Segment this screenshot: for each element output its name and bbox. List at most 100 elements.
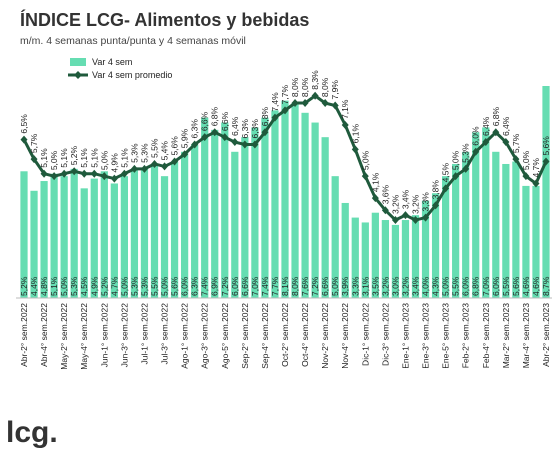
line-marker bbox=[311, 91, 319, 100]
legend-label: Var 4 sem promedio bbox=[92, 70, 172, 80]
bar bbox=[251, 127, 259, 298]
x-tick-label: May-2° sem.2022 bbox=[59, 303, 69, 370]
line-marker bbox=[241, 140, 249, 149]
bar-label: 5,5% bbox=[150, 276, 160, 296]
line-label: 3,3% bbox=[421, 192, 431, 212]
line-label: 5,1% bbox=[59, 148, 69, 168]
bar bbox=[191, 144, 199, 298]
bar-label: 4,4% bbox=[29, 276, 39, 296]
bar bbox=[532, 185, 540, 298]
x-tick-label: Oct-2° sem.2022 bbox=[280, 303, 290, 367]
line-marker bbox=[401, 211, 409, 220]
line-label: 3,4% bbox=[400, 189, 410, 209]
line-marker bbox=[502, 138, 510, 147]
line-label: 8,0% bbox=[320, 77, 330, 97]
bar-label: 8,1% bbox=[280, 276, 290, 296]
bar bbox=[241, 137, 249, 298]
bar bbox=[80, 188, 88, 298]
line-marker bbox=[462, 164, 470, 173]
line-label: 6,8% bbox=[491, 106, 501, 126]
x-tick-label: Dic-1° sem.2022 bbox=[360, 303, 370, 366]
x-tick-label: Nov-4° sem.2022 bbox=[340, 303, 350, 369]
line-marker bbox=[40, 169, 48, 178]
line-label: 7,9% bbox=[330, 80, 340, 100]
bar bbox=[431, 193, 440, 298]
line-marker bbox=[100, 172, 108, 181]
line-marker bbox=[191, 140, 199, 149]
line-marker bbox=[291, 99, 299, 108]
bar bbox=[130, 168, 139, 298]
bar bbox=[140, 168, 149, 298]
bar-label: 6,6% bbox=[240, 276, 250, 296]
bar-label: 6,9% bbox=[210, 276, 220, 296]
line-label: 8,3% bbox=[310, 70, 320, 90]
bar-label: 5,6% bbox=[170, 276, 180, 296]
bar bbox=[522, 185, 530, 298]
bar-label: 6,0% bbox=[461, 276, 471, 296]
line-marker bbox=[151, 159, 158, 168]
x-tick-label: Mar-4° sem.2023 bbox=[521, 303, 531, 369]
line-marker bbox=[331, 101, 339, 110]
line-marker bbox=[110, 174, 118, 183]
line-label: 6,8% bbox=[260, 106, 270, 126]
line-label: 5,6% bbox=[541, 136, 551, 156]
bar bbox=[462, 151, 470, 298]
bar-label: 5,0% bbox=[59, 276, 69, 296]
bar-label: 5,0% bbox=[441, 276, 451, 296]
bar-label: 7,6% bbox=[300, 276, 310, 296]
bar bbox=[221, 122, 229, 298]
x-tick-label: Ago-5° sem.2022 bbox=[220, 303, 230, 369]
bar bbox=[120, 176, 128, 298]
x-tick-label: Mar-2° sem.2023 bbox=[501, 303, 511, 369]
bar-label: 5,5% bbox=[501, 276, 511, 296]
x-tick-label: Oct-4° sem.2022 bbox=[300, 303, 310, 367]
bar bbox=[110, 183, 118, 298]
x-tick-label: Nov-2° sem.2022 bbox=[320, 303, 330, 369]
x-tick-label: Jun-1° sem.2022 bbox=[99, 303, 109, 368]
line-label: 5,7% bbox=[29, 133, 39, 153]
line-marker bbox=[181, 150, 189, 159]
bar-label: 5,1% bbox=[49, 276, 59, 296]
x-tick-label: Jul-1° sem.2022 bbox=[139, 303, 149, 365]
bar bbox=[341, 202, 349, 298]
bar-label: 5,3% bbox=[139, 276, 149, 296]
bar bbox=[301, 112, 309, 298]
bar-label: 3,3% bbox=[350, 276, 360, 296]
bar bbox=[351, 217, 359, 298]
x-tick-label: Ago-1° sem.2022 bbox=[180, 303, 190, 369]
line-label: 6,6% bbox=[220, 111, 230, 131]
line-marker bbox=[432, 201, 440, 210]
bar-label: 5,0% bbox=[330, 276, 340, 296]
line-marker bbox=[361, 172, 369, 181]
bar-label: 4,6% bbox=[521, 276, 531, 296]
bar bbox=[211, 129, 219, 298]
line-label: 5,9% bbox=[180, 128, 190, 148]
bar-label: 3,2% bbox=[400, 276, 410, 296]
bar bbox=[512, 161, 520, 298]
line-marker bbox=[211, 128, 219, 137]
line-label: 5,1% bbox=[119, 148, 129, 168]
line-marker bbox=[472, 147, 480, 156]
x-tick-label: Ene-5° sem.2023 bbox=[441, 303, 451, 369]
bar bbox=[261, 117, 269, 298]
line-label: 5,3% bbox=[461, 143, 471, 163]
bar-label: 5,2% bbox=[19, 276, 29, 296]
bar bbox=[421, 200, 430, 298]
bar bbox=[411, 215, 420, 298]
legend-swatch bbox=[70, 58, 86, 66]
line-label: 7,7% bbox=[280, 85, 290, 105]
line-label: 4,1% bbox=[370, 172, 380, 192]
line-marker bbox=[452, 172, 460, 181]
line-marker bbox=[301, 99, 309, 108]
line-marker bbox=[261, 128, 269, 137]
bar-label: 6,0% bbox=[180, 276, 190, 296]
bar-label: 3,2% bbox=[380, 276, 390, 296]
bar-label: 7,7% bbox=[270, 276, 280, 296]
bar bbox=[291, 103, 299, 299]
x-tick-label: Feb-4° sem.2023 bbox=[481, 303, 491, 369]
line-label: 6,3% bbox=[250, 119, 260, 139]
line-marker bbox=[30, 155, 38, 164]
line-marker bbox=[140, 164, 148, 173]
line-label: 5,1% bbox=[39, 148, 49, 168]
